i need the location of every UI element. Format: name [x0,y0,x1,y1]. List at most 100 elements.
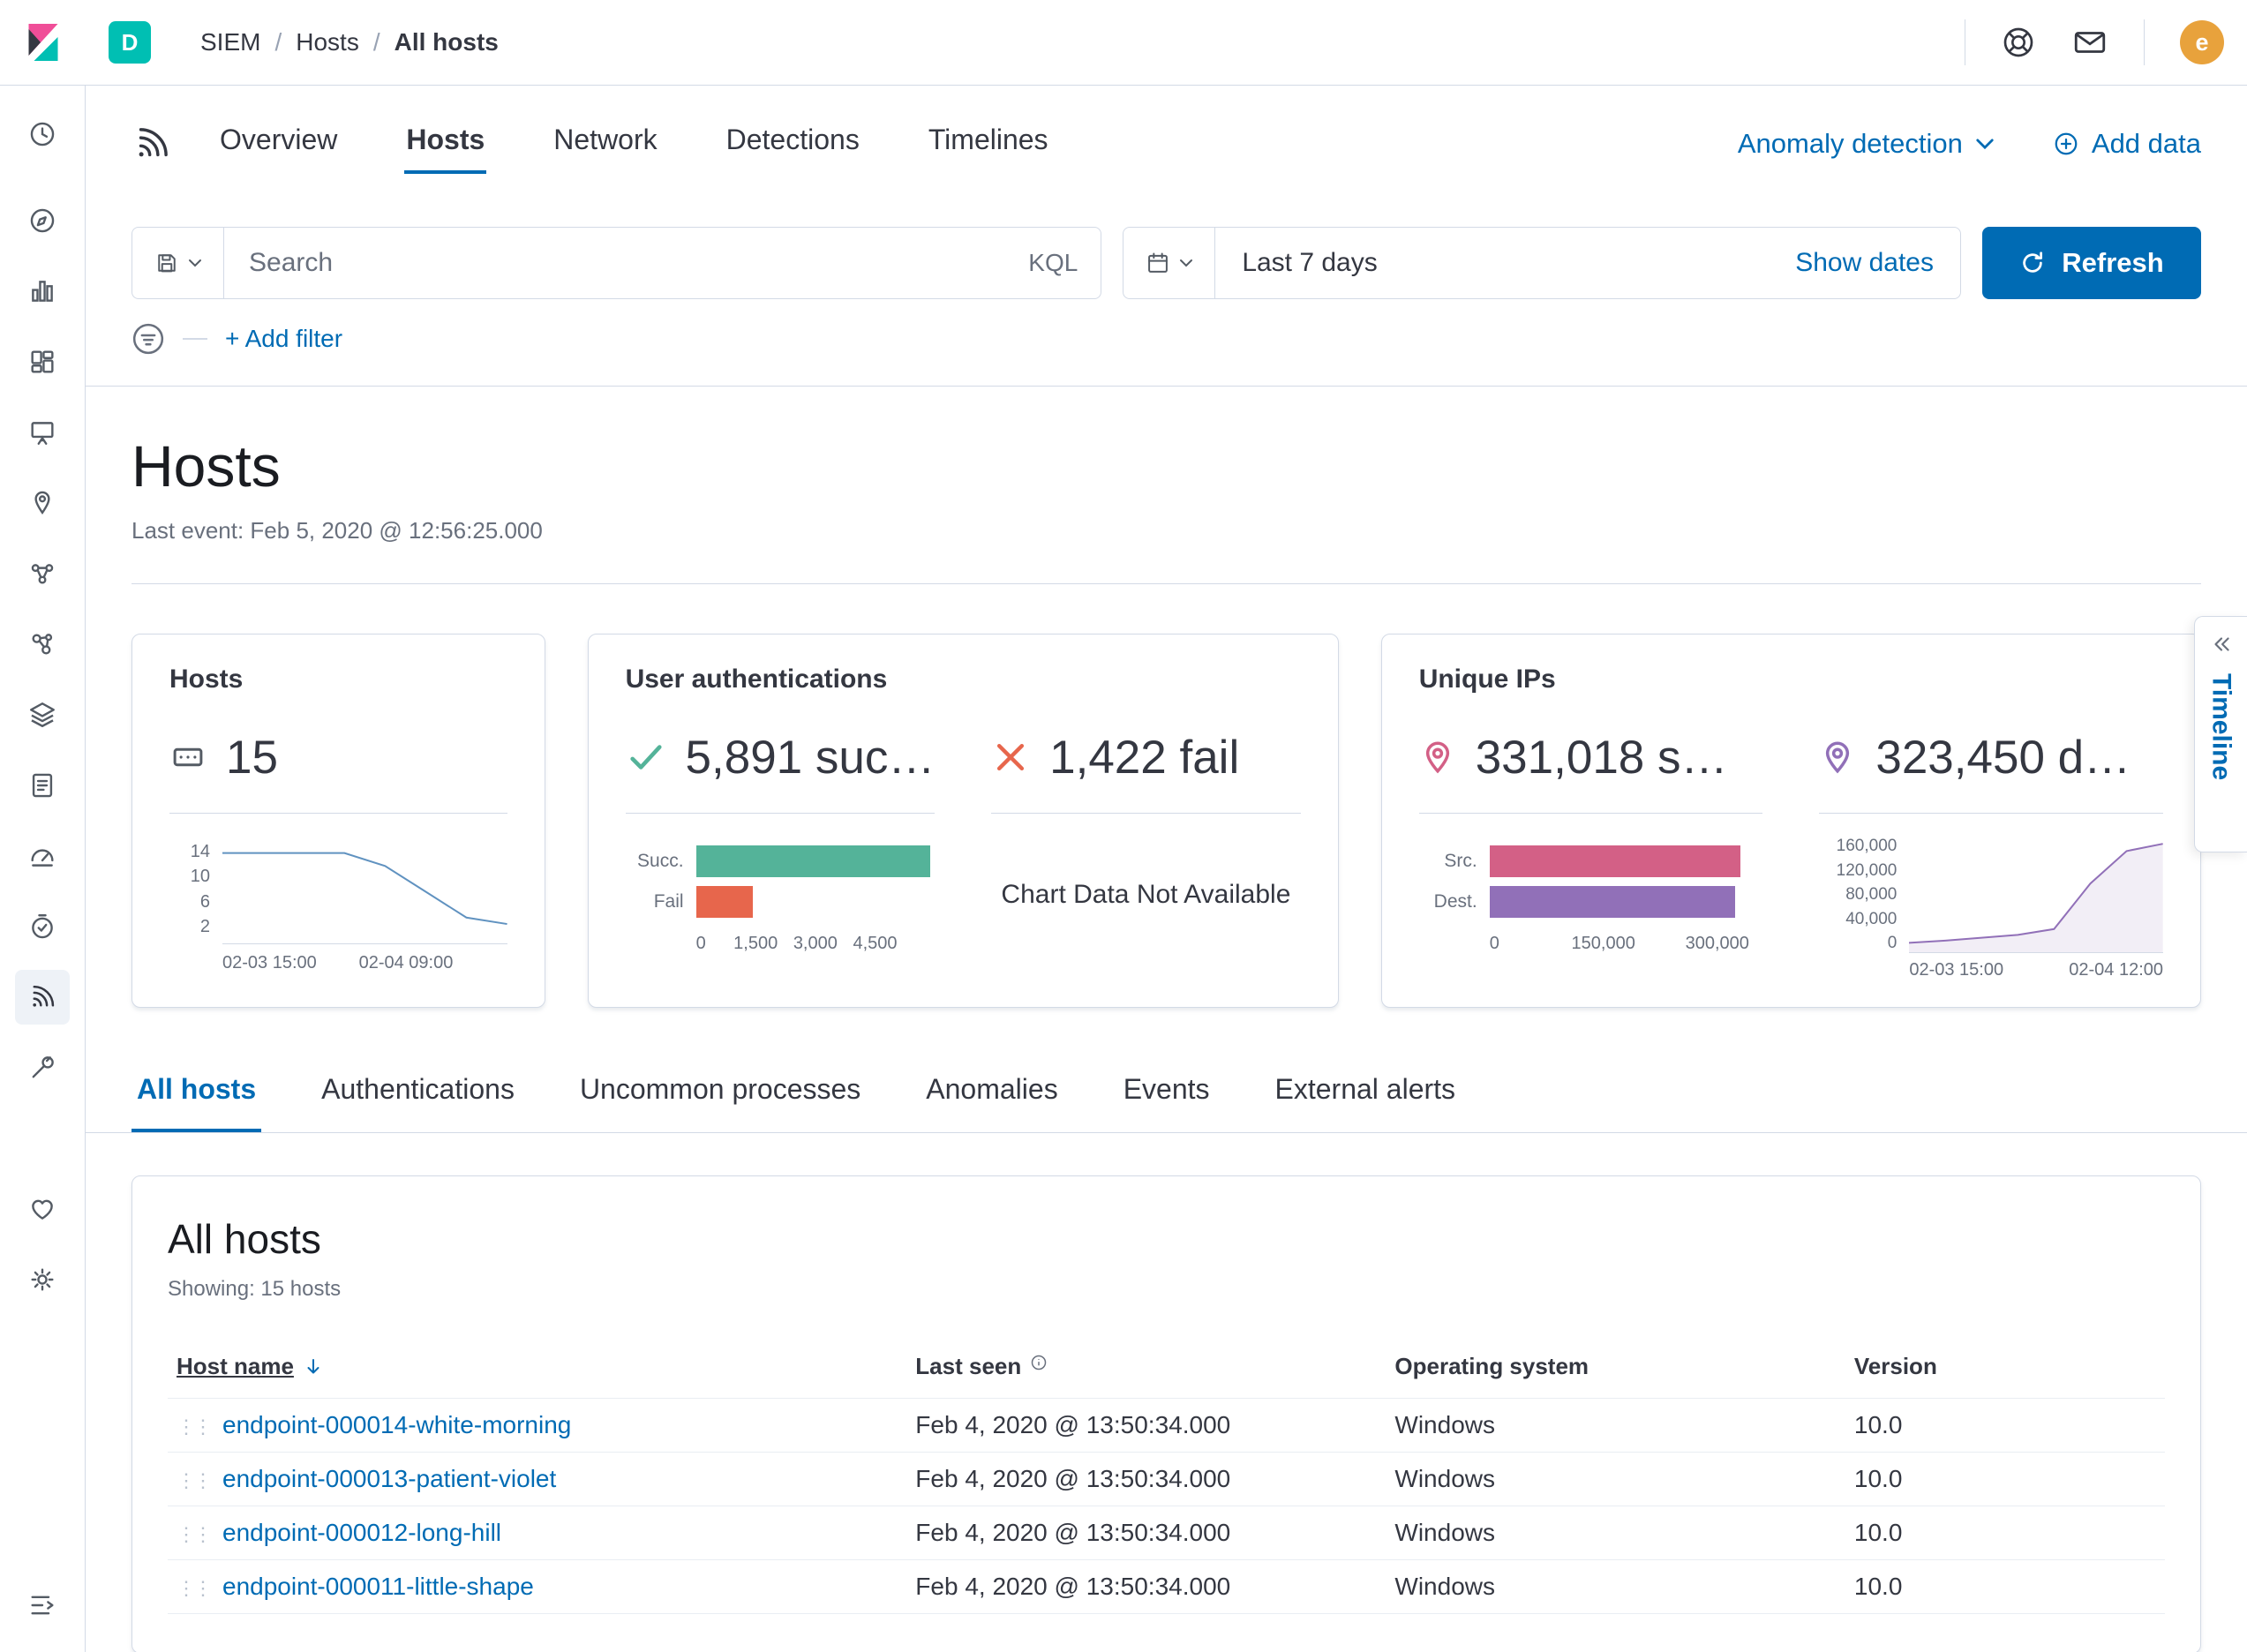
drag-handle-icon[interactable]: ⋮⋮ [177,1523,213,1545]
page-title: Hosts [132,433,281,499]
breadcrumb-hosts[interactable]: Hosts [296,28,359,56]
host-link[interactable]: endpoint-000012-long-hill [222,1519,502,1546]
sidebar-item-metrics[interactable] [15,687,70,742]
user-avatar[interactable]: e [2180,20,2224,64]
page-head: Hosts Last event: Feb 5, 2020 @ 12:56:25… [86,387,2247,544]
sidebar-item-logs[interactable] [15,758,70,813]
document-icon [32,773,53,798]
sidebar-item-visualize[interactable] [15,264,70,319]
menu-expand-icon [31,1596,54,1615]
tab-overview[interactable]: Overview [220,123,338,155]
auth-fail-value: 1,422 fail [1049,731,1240,784]
ips-area-yticks: 160,000 120,000 80,000 40,000 0 [1836,837,1898,952]
card-title: Unique IPs [1418,665,1556,694]
kibana-logo[interactable] [0,21,86,64]
sidebar-item-dev-tools[interactable] [15,1040,70,1095]
breadcrumb-separator: / [372,28,380,56]
kql-language-button[interactable]: KQL [1028,249,1078,276]
sidebar-item-recently-viewed[interactable] [15,107,70,161]
tab-events[interactable]: Events [1123,1073,1210,1105]
heart-icon [32,1199,53,1220]
tab-timelines[interactable]: Timelines [928,123,1048,155]
sidebar-item-apm[interactable] [15,829,70,883]
storage-icon [173,747,203,767]
wrench-icon [32,1056,54,1078]
tab-anomalies[interactable]: Anomalies [926,1073,1058,1105]
add-filter-link[interactable]: + Add filter [225,325,343,352]
cross-icon [997,743,1025,771]
tab-hosts[interactable]: Hosts [404,115,487,174]
tab-uncommon-processes[interactable]: Uncommon processes [579,1073,861,1105]
host-link[interactable]: endpoint-000013-patient-violet [222,1465,557,1492]
host-link[interactable]: endpoint-000011-little-shape [222,1573,534,1600]
sidebar-item-stack-monitoring[interactable] [15,1182,70,1236]
last-seen-cell: Feb 4, 2020 @ 13:50:34.000 [906,1452,1387,1506]
location-pin-icon [1826,741,1850,774]
hosts-sub-tabs: All hosts Authentications Uncommon proce… [86,1073,2247,1133]
machine-learning-icon [31,564,54,584]
search-input[interactable] [247,247,1029,279]
uptime-check-icon [32,914,53,939]
plus-in-circle-icon [2055,132,2078,155]
space-badge[interactable]: D [109,21,151,64]
tab-all-hosts[interactable]: All hosts [132,1073,262,1132]
all-hosts-panel: All hosts Showing: 15 hosts Host name [132,1175,2201,1652]
breadcrumb: SIEM / Hosts / All hosts [200,28,499,56]
sidebar-item-dashboard[interactable] [15,334,70,389]
tab-external-alerts[interactable]: External alerts [1274,1073,1456,1105]
refresh-button[interactable]: Refresh [1982,227,2201,299]
filter-divider [183,338,207,340]
refresh-icon [2023,252,2043,273]
sort-desc-icon [307,1358,319,1373]
date-range-value[interactable]: Last 7 days [1242,248,1378,277]
tab-authentications[interactable]: Authentications [321,1073,515,1105]
sidebar-item-discover[interactable] [15,193,70,248]
hosts-count: 15 [226,731,278,784]
ips-bar-chart: Src. Dest. 0 150,000 300,000 [1419,837,1763,953]
os-cell: Windows [1386,1452,1845,1506]
hosts-stat-card: Hosts 15 14 10 6 2 02-03 15:00 02-04 09:00 [132,634,545,1008]
last-event-text: Last event: Feb 5, 2020 @ 12:56:25.000 [132,517,543,544]
timeline-flyout-toggle[interactable]: Timeline [2194,616,2247,852]
add-data-link[interactable]: Add data [2053,128,2201,160]
host-link[interactable]: endpoint-000014-white-morning [222,1411,572,1438]
divider [991,813,1301,814]
canvas-icon [31,422,54,445]
divider [625,813,936,814]
sidebar-item-graph[interactable] [15,617,70,672]
column-header-host-name[interactable]: Host name [168,1337,907,1399]
last-seen-cell: Feb 4, 2020 @ 13:50:34.000 [906,1559,1387,1614]
query-section: KQL Last 7 days Show dates [86,227,2247,387]
sidebar-item-siem[interactable] [15,970,70,1025]
sidebar-item-machine-learning[interactable] [15,546,70,601]
drag-handle-icon[interactable]: ⋮⋮ [177,1469,213,1491]
os-cell: Windows [1386,1398,1845,1453]
sidebar-collapse-toggle[interactable] [15,1578,70,1633]
graph-icon [32,634,53,655]
auth-success-value: 5,891 suc… [685,731,936,784]
date-quick-select-button[interactable] [1124,228,1216,298]
tab-detections[interactable]: Detections [725,123,860,155]
ips-source-value: 331,018 s… [1475,731,1728,784]
sidebar-item-management[interactable] [15,1252,70,1307]
breadcrumb-siem[interactable]: SIEM [200,28,261,56]
last-seen-cell: Feb 4, 2020 @ 13:50:34.000 [906,1506,1387,1560]
sidebar-item-canvas[interactable] [15,405,70,460]
filter-icon[interactable] [132,322,165,356]
show-dates-link[interactable]: Show dates [1795,248,1934,277]
tab-network[interactable]: Network [553,123,658,155]
saved-query-menu-button[interactable] [132,227,223,299]
mail-icon[interactable] [2071,24,2108,61]
sidebar-item-maps[interactable] [15,476,70,530]
layers-icon [30,702,55,727]
drag-handle-icon[interactable]: ⋮⋮ [177,1577,213,1599]
help-icon[interactable] [2001,25,2036,60]
sidebar-item-uptime[interactable] [15,899,70,954]
drag-handle-icon[interactable]: ⋮⋮ [177,1415,213,1438]
siem-app-nav: Overview Hosts Network Detections Timeli… [86,86,2247,202]
showing-count: Showing: 15 hosts [168,1277,342,1301]
chevron-down-icon [1179,259,1192,267]
anomaly-detection-dropdown[interactable]: Anomaly detection [1738,128,1995,160]
version-cell: 10.0 [1845,1398,2165,1453]
hosts-sparkline-chart: 14 10 6 2 [169,840,507,944]
